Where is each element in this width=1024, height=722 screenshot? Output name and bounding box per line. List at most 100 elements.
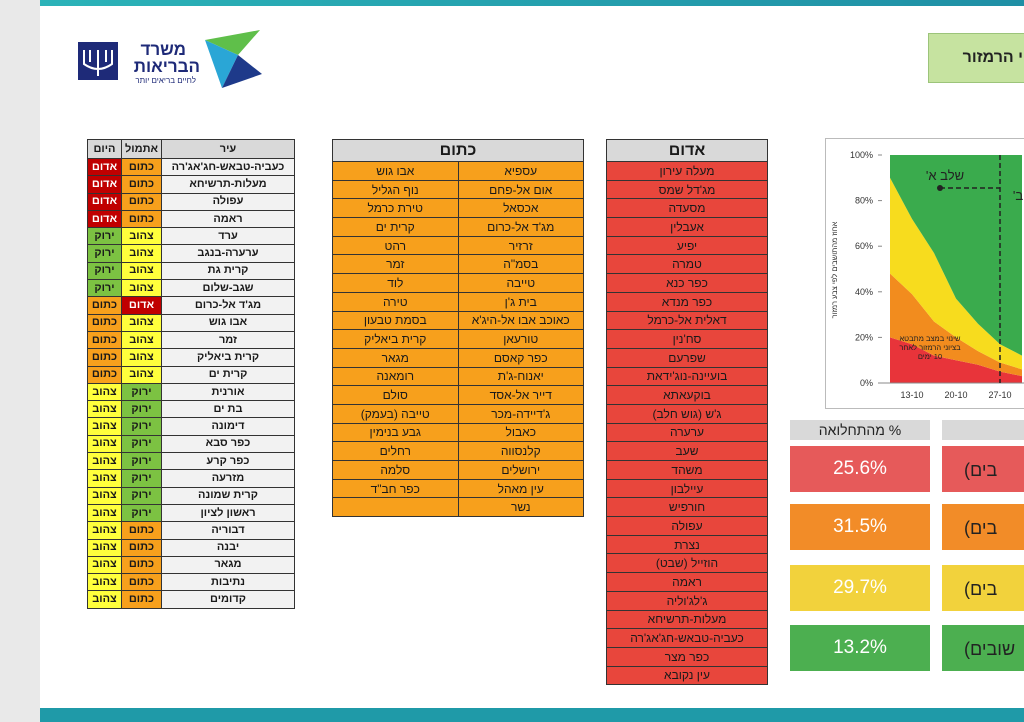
- annotation: שינוי במצב מתבטא: [899, 334, 961, 343]
- status-cell: כתום: [121, 157, 162, 177]
- city-name: הוזייל (שבט): [606, 553, 768, 574]
- city-name: אכסאל: [457, 198, 584, 219]
- city-row: מעלות-תרשיחא כתום אדום: [87, 175, 295, 194]
- morbidity-header: % מהתחלואה: [790, 420, 930, 440]
- column-header: היום: [87, 139, 122, 159]
- red-row: מג'דל שמס: [606, 179, 768, 200]
- status-cell: כתום: [121, 573, 162, 592]
- y-tick-label: 20%: [855, 332, 873, 342]
- city-name: רהט: [332, 235, 459, 256]
- status-cell: צהוב: [121, 261, 162, 281]
- status-cell: ירוק: [87, 261, 122, 281]
- status-cell: צהוב: [87, 503, 122, 523]
- y-tick-label: 60%: [855, 241, 873, 251]
- red-row: עיילבון: [606, 478, 768, 499]
- city-name: עיילבון: [606, 478, 768, 499]
- status-cell: צהוב: [121, 365, 162, 384]
- city-name: בוקעאתא: [606, 385, 768, 405]
- city-name: עפולה: [161, 192, 295, 211]
- red-row: יפיע: [606, 235, 768, 256]
- status-cell: כתום: [87, 296, 122, 315]
- city-name: דבוריה: [161, 521, 295, 540]
- status-cell: צהוב: [87, 452, 122, 471]
- city-name: חורפיש: [606, 497, 768, 518]
- logo: משרד הבריאות לחיים בריאים יותר: [78, 30, 262, 88]
- red-row: ג'לג'וליה: [606, 590, 768, 611]
- city-name: קרית ביאליק: [161, 348, 295, 367]
- city-name: כעביה-טבאש-חג'אג'רה: [606, 628, 768, 648]
- orange-row: בית ג'ן טירה: [332, 291, 584, 312]
- city-name: ערערה-בנגב: [161, 244, 295, 263]
- red-row: בוקעאתא: [606, 385, 768, 405]
- city-name: ג'לג'וליה: [606, 590, 768, 611]
- status-cell: כתום: [87, 313, 122, 332]
- city-name: נשר: [457, 497, 584, 518]
- city-name: מעלה עירון: [606, 161, 768, 181]
- area: [890, 155, 1022, 356]
- area: [890, 273, 1022, 377]
- city-name: אורנית: [161, 382, 295, 402]
- orange-row: טורעאן קרית ביאליק: [332, 329, 584, 349]
- status-cell: כתום: [121, 521, 162, 540]
- city-name: עין נקובא: [606, 665, 768, 686]
- city-name: עספיא: [457, 161, 584, 181]
- city-name: טייבה (בעמק): [332, 403, 459, 424]
- orange-row: עספיא אבו גוש: [332, 161, 584, 181]
- red-row: ג'ש (גוש חלב): [606, 403, 768, 424]
- status-cell: ירוק: [121, 382, 162, 402]
- city-name: בת ים: [161, 400, 295, 419]
- orange-row: כאבול גבע בנימין: [332, 422, 584, 443]
- city-name: סלמה: [332, 460, 459, 480]
- menorah: [83, 50, 113, 76]
- column-header: אתמול: [121, 139, 162, 159]
- table-title: אדום: [606, 139, 768, 162]
- city-name: זמר: [332, 254, 459, 275]
- red-row: דאלית אל-כרמל: [606, 310, 768, 331]
- morbidity-value: 29.7%: [790, 565, 930, 611]
- city-name: מסעדה: [606, 198, 768, 219]
- red-row: הוזייל (שבט): [606, 553, 768, 574]
- status-cell: כתום: [121, 555, 162, 575]
- city-row: כעביה-טבאש-חג'אג'רה כתום אדום: [87, 157, 295, 177]
- city-name: כעביה-טבאש-חג'אג'רה: [161, 157, 295, 177]
- status-cell: אדום: [121, 296, 162, 315]
- red-row: שפרעם: [606, 347, 768, 368]
- red-table: אדום מעלה עירון מג'דל שמס מסעדה אעבלין יפיע טמ…: [606, 139, 768, 686]
- city-row: אבו גוש צהוב כתום: [87, 313, 295, 332]
- city-name: רומאנה: [332, 366, 459, 387]
- city-name: טירה: [332, 291, 459, 312]
- city-name: בסמת טבעון: [332, 310, 459, 331]
- red-row: כעביה-טבאש-חג'אג'רה: [606, 628, 768, 648]
- city-name: ערד: [161, 227, 295, 246]
- status-cell: ירוק: [121, 400, 162, 419]
- city-name: אום אל-פחם: [457, 179, 584, 200]
- table-title: כתום: [332, 139, 584, 162]
- status-cell: אדום: [87, 157, 122, 177]
- column-header: עיר: [161, 139, 295, 159]
- orange-table: כתום עספיא אבו גוש אום אל-פחם נוף הגליל אכסאל…: [332, 139, 584, 518]
- status-cell: צהוב: [121, 227, 162, 246]
- red-row: ערערה: [606, 422, 768, 443]
- y-axis-label: אחוז מהתושבים לפי צבע רמזור: [830, 221, 839, 318]
- red-row: משהד: [606, 460, 768, 480]
- status-cell: כתום: [121, 590, 162, 609]
- city-row: קדומים כתום צהוב: [87, 590, 295, 609]
- group-box: בים): [942, 504, 1024, 550]
- city-name: דאלית אל-כרמל: [606, 310, 768, 331]
- header-row: עיר אתמול היום: [87, 139, 295, 159]
- group-label: בים): [964, 518, 998, 538]
- status-cell: צהוב: [87, 469, 122, 488]
- orange-row: ירושלים סלמה: [332, 460, 584, 480]
- city-name: ראשון לציון: [161, 503, 295, 523]
- city-name: עפולה: [606, 516, 768, 536]
- header-row: כתום: [332, 139, 584, 162]
- city-name: רחלים: [332, 441, 459, 461]
- annotation: ב': [1013, 188, 1023, 203]
- header-row: אדום: [606, 139, 768, 162]
- status-cell: צהוב: [87, 434, 122, 454]
- status-cell: צהוב: [87, 382, 122, 402]
- orange-row: טייבה לוד: [332, 273, 584, 293]
- city-name: כפר קרע: [161, 452, 295, 471]
- status-cell: כתום: [121, 175, 162, 194]
